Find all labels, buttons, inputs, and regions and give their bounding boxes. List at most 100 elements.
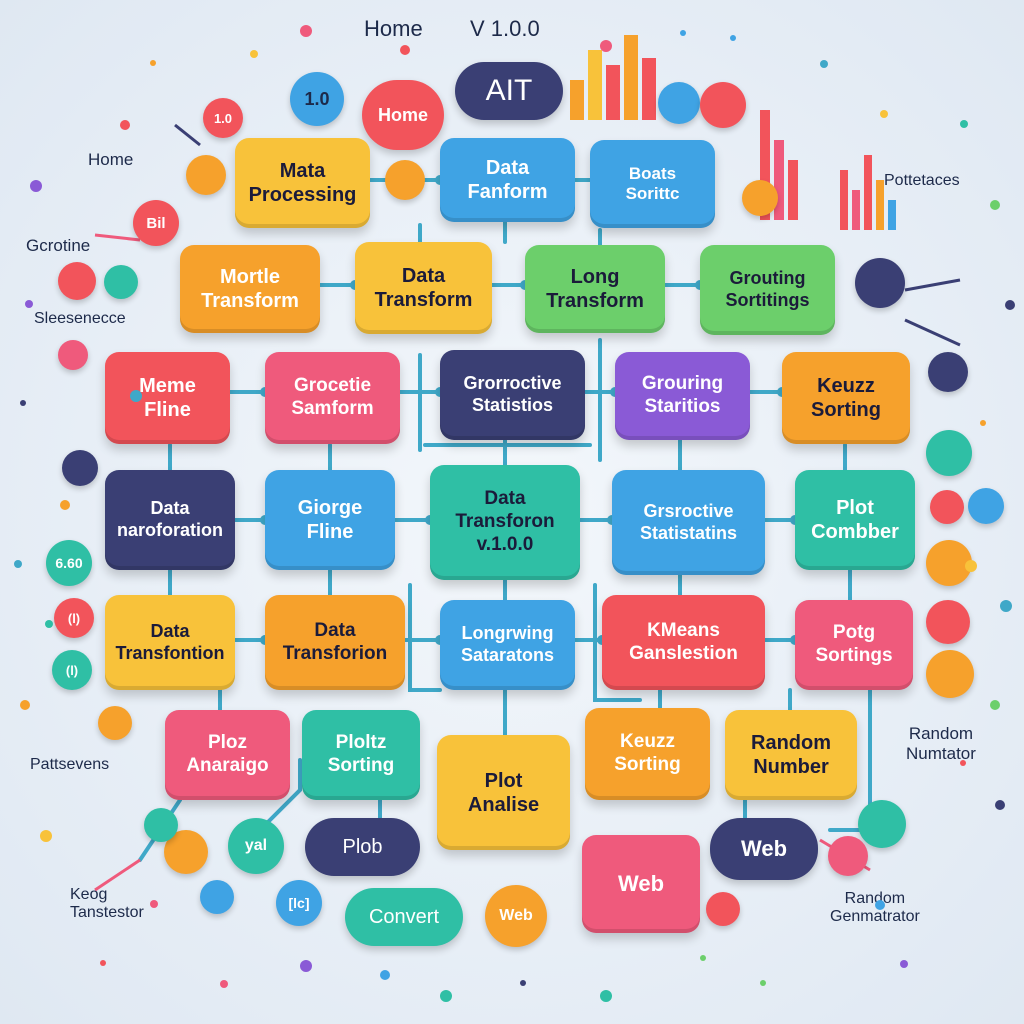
- side-label-sleesenecce: Sleesenecce: [34, 310, 126, 327]
- node-web-right[interactable]: Web: [710, 818, 818, 880]
- confetti-dot: [150, 900, 158, 908]
- circle-l-1: (l): [54, 598, 94, 638]
- decor-circle: [926, 430, 972, 476]
- confetti-dot: [700, 955, 706, 961]
- decor-circle: [186, 155, 226, 195]
- confetti-dot: [120, 120, 130, 130]
- node-data-transforon-version[interactable]: Data Transforon v.1.0.0: [430, 465, 580, 580]
- node-data-fanform[interactable]: Data Fanform: [440, 138, 575, 222]
- node-keuzz-sorting[interactable]: Keuzz Sorting: [782, 352, 910, 444]
- side-label-pottetaces: Pottetaces: [884, 172, 960, 189]
- side-label-random-numtator: Random Numtator: [906, 724, 976, 763]
- node-grouring-staritios[interactable]: Grouring Staritios: [615, 352, 750, 440]
- node-web-circle[interactable]: Web: [485, 885, 547, 947]
- node-mortle-transform[interactable]: Mortle Transform: [180, 245, 320, 333]
- node-meme-fline[interactable]: Meme Fline: [105, 352, 230, 444]
- node-boats-sorittc[interactable]: Boats Sorittc: [590, 140, 715, 228]
- node-potg-sortings[interactable]: Potg Sortings: [795, 600, 913, 690]
- decor-circle: [926, 600, 970, 644]
- confetti-dot: [220, 980, 228, 988]
- confetti-dot: [600, 40, 612, 52]
- decor-circle: [926, 650, 974, 698]
- node-plot-combber[interactable]: Plot Combber: [795, 470, 915, 570]
- confetti-dot: [520, 980, 526, 986]
- node-giorge-fline[interactable]: Giorge Fline: [265, 470, 395, 570]
- decor-circle: [855, 258, 905, 308]
- decorative-bar-chart: [570, 20, 670, 120]
- confetti-dot: [960, 760, 966, 766]
- decor-circle: [104, 265, 138, 299]
- confetti-dot: [20, 400, 26, 406]
- node-plot-analise[interactable]: Plot Analise: [437, 735, 570, 850]
- side-label-random-generator: Random Genmatrator: [830, 890, 920, 926]
- circle-6-60: 6.60: [46, 540, 92, 586]
- confetti-dot: [400, 45, 410, 55]
- decor-circle: [828, 836, 868, 876]
- node-data-naroforation[interactable]: Data naroforation: [105, 470, 235, 570]
- node-data-transforion[interactable]: Data Transforion: [265, 595, 405, 690]
- confetti-dot: [100, 960, 106, 966]
- node-ploltz-sorting[interactable]: Ploltz Sorting: [302, 710, 420, 800]
- decor-circle: [658, 82, 700, 124]
- decor-circle: [930, 490, 964, 524]
- confetti-dot: [30, 180, 42, 192]
- decor-circle: [58, 262, 96, 300]
- decor-circle: [858, 800, 906, 848]
- side-label-pattsevens: Pattsevens: [30, 756, 110, 773]
- circle-bil: Bil: [133, 200, 179, 246]
- confetti-dot: [760, 980, 766, 986]
- decor-circle: [62, 450, 98, 486]
- node-kmeans-ganslestion[interactable]: KMeans Ganslestion: [602, 595, 765, 690]
- confetti-dot: [300, 25, 312, 37]
- decor-circle: [968, 488, 1004, 524]
- decor-circle: [385, 160, 425, 200]
- node-longrwing-sataratons[interactable]: Longrwing Sataratons: [440, 600, 575, 690]
- node-convert[interactable]: Convert: [345, 888, 463, 946]
- side-label-gcrotine: Gcrotine: [26, 236, 91, 255]
- confetti-dot: [990, 200, 1000, 210]
- node-grocetie-samform[interactable]: Grocetie Samform: [265, 352, 400, 444]
- confetti-dot: [20, 700, 30, 710]
- node-long-transform[interactable]: Long Transform: [525, 245, 665, 333]
- node-web-center[interactable]: Web: [582, 835, 700, 933]
- version-circle: 1.0: [290, 72, 344, 126]
- node-data-transfontion[interactable]: Data Transfontion: [105, 595, 235, 690]
- home-button[interactable]: Home: [362, 80, 444, 150]
- node-grorroctive-statistios[interactable]: Grorroctive Statistios: [440, 350, 585, 440]
- node-ploz-anaraigo[interactable]: Ploz Anaraigo: [165, 710, 290, 800]
- confetti-dot: [1005, 300, 1015, 310]
- header-home-link[interactable]: Home: [364, 16, 423, 41]
- confetti-dot: [440, 990, 452, 1002]
- confetti-dot: [45, 620, 53, 628]
- confetti-dot: [900, 960, 908, 968]
- node-mata-processing[interactable]: Mata Processing: [235, 138, 370, 228]
- confetti-dot: [380, 970, 390, 980]
- confetti-dot: [150, 60, 156, 66]
- decor-circle: [144, 808, 178, 842]
- version-label: V 1.0.0: [470, 16, 540, 41]
- side-label-home: Home: [88, 150, 134, 169]
- confetti-dot: [730, 35, 736, 41]
- node-grsroctive-statistatins[interactable]: Grsroctive Statistatins: [612, 470, 765, 575]
- confetti-dot: [1000, 600, 1012, 612]
- confetti-dot: [250, 50, 258, 58]
- confetti-dot: [25, 300, 33, 308]
- decor-circle: [926, 540, 972, 586]
- confetti-dot: [130, 390, 142, 402]
- circle-yal: yal: [228, 818, 284, 874]
- brand-badge[interactable]: AIT: [455, 62, 563, 120]
- decor-circle: [706, 892, 740, 926]
- node-keuzz-sorting-2[interactable]: Keuzz Sorting: [585, 708, 710, 800]
- node-random-number[interactable]: Random Number: [725, 710, 857, 800]
- node-plob[interactable]: Plob: [305, 818, 420, 876]
- decorative-bar-chart-mid: [760, 90, 830, 220]
- decor-circle: [58, 340, 88, 370]
- confetti-dot: [960, 120, 968, 128]
- circle-lc: [lc]: [276, 880, 322, 926]
- confetti-dot: [300, 960, 312, 972]
- node-grouting-sortitings[interactable]: Grouting Sortitings: [700, 245, 835, 335]
- node-data-transform[interactable]: Data Transform: [355, 242, 492, 334]
- decor-circle: [742, 180, 778, 216]
- decor-circle: [928, 352, 968, 392]
